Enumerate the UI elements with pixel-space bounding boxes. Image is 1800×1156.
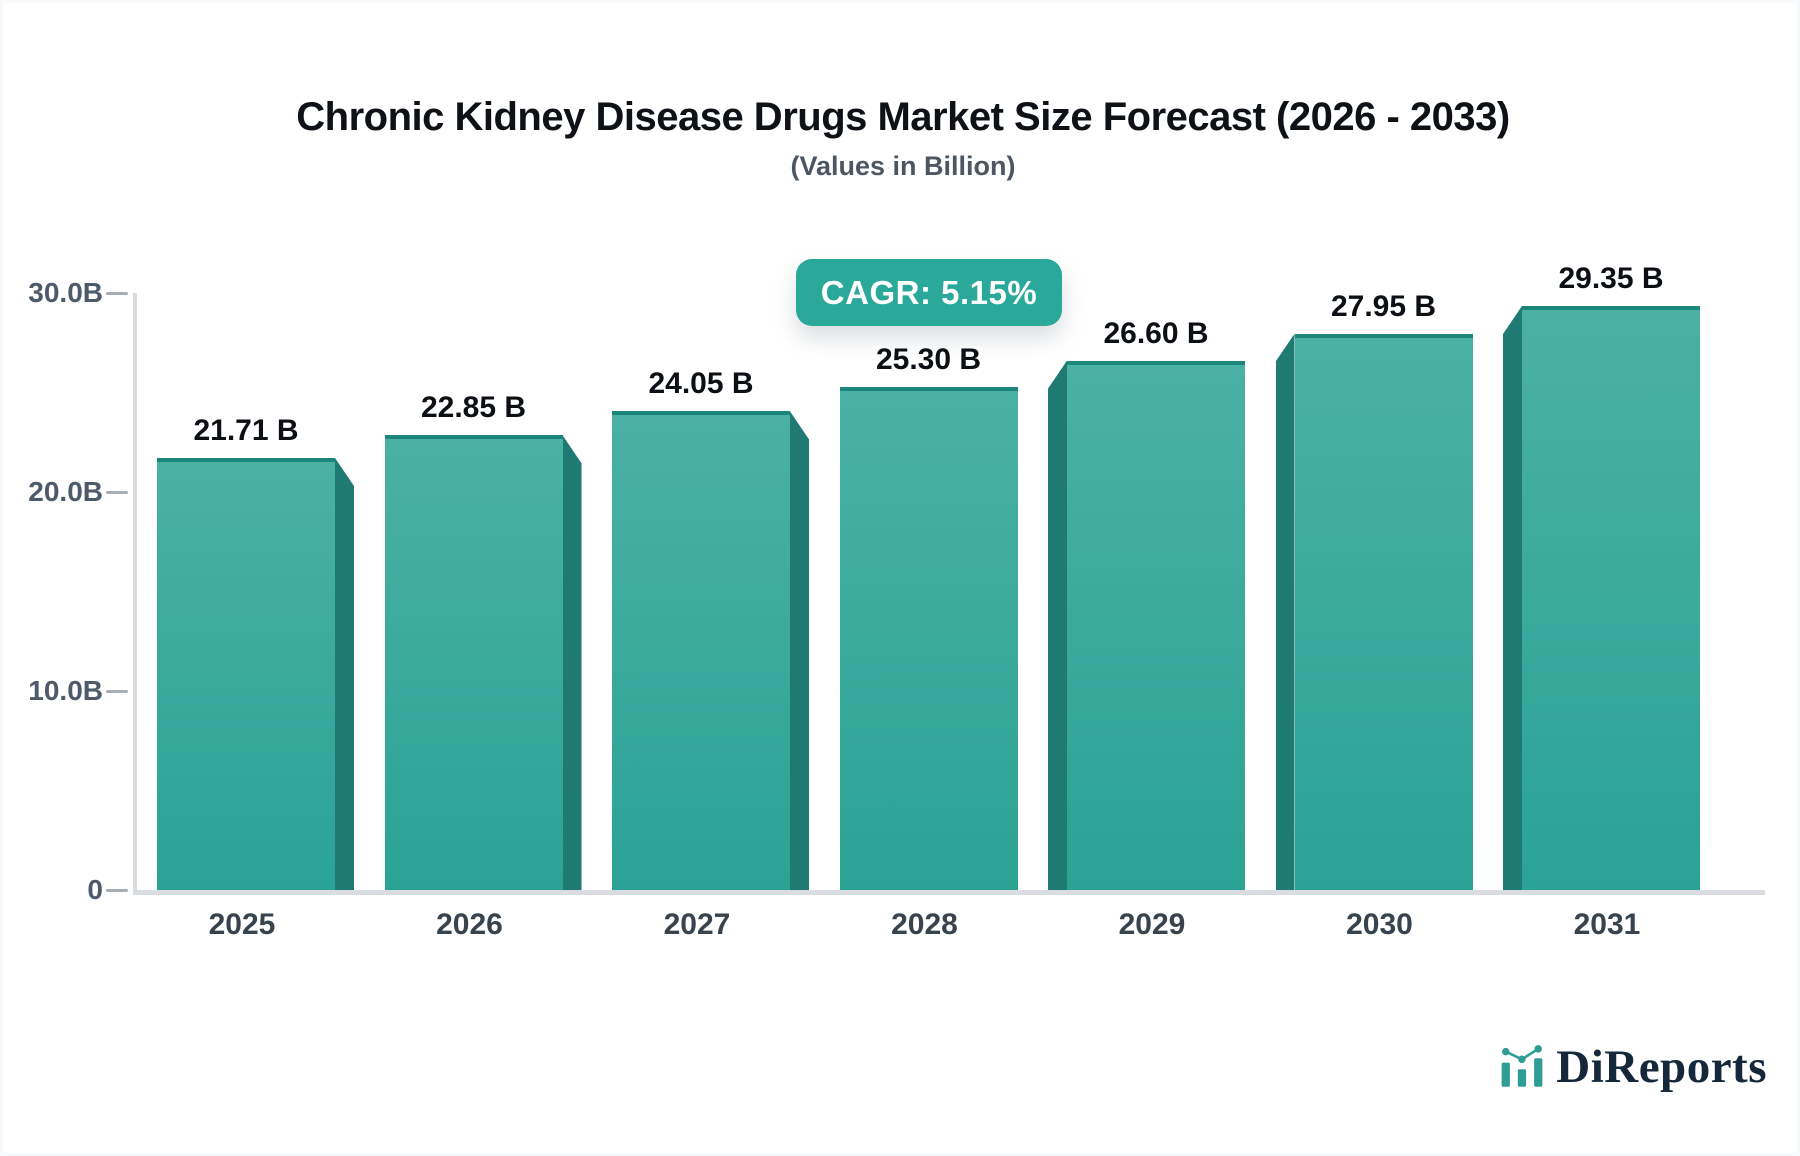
x-tick-label: 2026 (436, 908, 503, 941)
x-tick-label: 2028 (891, 908, 958, 941)
y-tick-label: 0 (87, 874, 103, 905)
bar-value-label: 27.95 B (1330, 289, 1437, 323)
bar-3d-side-2030 (1275, 333, 1295, 890)
bar-value-label: 22.85 B (420, 391, 527, 425)
bar-2029 (1067, 360, 1245, 890)
bar-3d-side-2025 (335, 457, 354, 890)
y-tick-mark (106, 889, 128, 892)
cagr-badge: CAGR: 5.15% (796, 259, 1062, 326)
bar-value-label: 21.71 B (193, 413, 299, 447)
y-tick-label: 20.0B (28, 476, 103, 507)
x-tick-label: 2029 (1118, 908, 1186, 941)
x-tick-label: 2025 (208, 908, 276, 941)
bar-3d-side-2026 (562, 435, 582, 890)
brand-logo: DiReports (1500, 1031, 1767, 1103)
y-tick-label: 10.0B (28, 675, 103, 706)
brand-logo-text: DiReports (1556, 1041, 1767, 1093)
bar-2030 (1294, 333, 1473, 890)
bar-3d-side-2031 (1503, 305, 1522, 890)
y-tick-mark (106, 491, 128, 494)
x-tick-label: 2031 (1573, 908, 1641, 941)
bar-value-label: 24.05 B (648, 367, 754, 401)
bar-value-label: 25.30 B (875, 342, 982, 376)
chart-title: Chronic Kidney Disease Drugs Market Size… (296, 95, 1510, 139)
bar-2025 (157, 457, 335, 890)
x-tick-label: 2030 (1346, 908, 1413, 941)
bar-2031 (1522, 305, 1700, 890)
bar-3d-side-2027 (790, 411, 809, 890)
chart-subtitle: (Values in Billion) (790, 151, 1016, 181)
bar-2027 (612, 411, 790, 890)
bar-value-label: 26.60 B (1103, 316, 1209, 350)
bar-2026 (384, 435, 563, 890)
y-tick-mark (106, 292, 128, 295)
bar-chart-plot-area: 21.71 B 22.85 B 24.05 B 25.30 B 26.60 B 27.95… (133, 262, 1765, 895)
cagr-badge-label: CAGR: 5.15% (820, 273, 1038, 311)
bar-2028 (839, 386, 1018, 890)
y-tick-mark (106, 690, 128, 693)
y-tick-label: 30.0B (28, 277, 103, 308)
bar-value-label: 29.35 B (1558, 261, 1664, 295)
brand-logo-icon (1501, 1045, 1543, 1087)
bar-3d-side-2029 (1048, 360, 1067, 890)
x-tick-label: 2027 (663, 908, 731, 941)
